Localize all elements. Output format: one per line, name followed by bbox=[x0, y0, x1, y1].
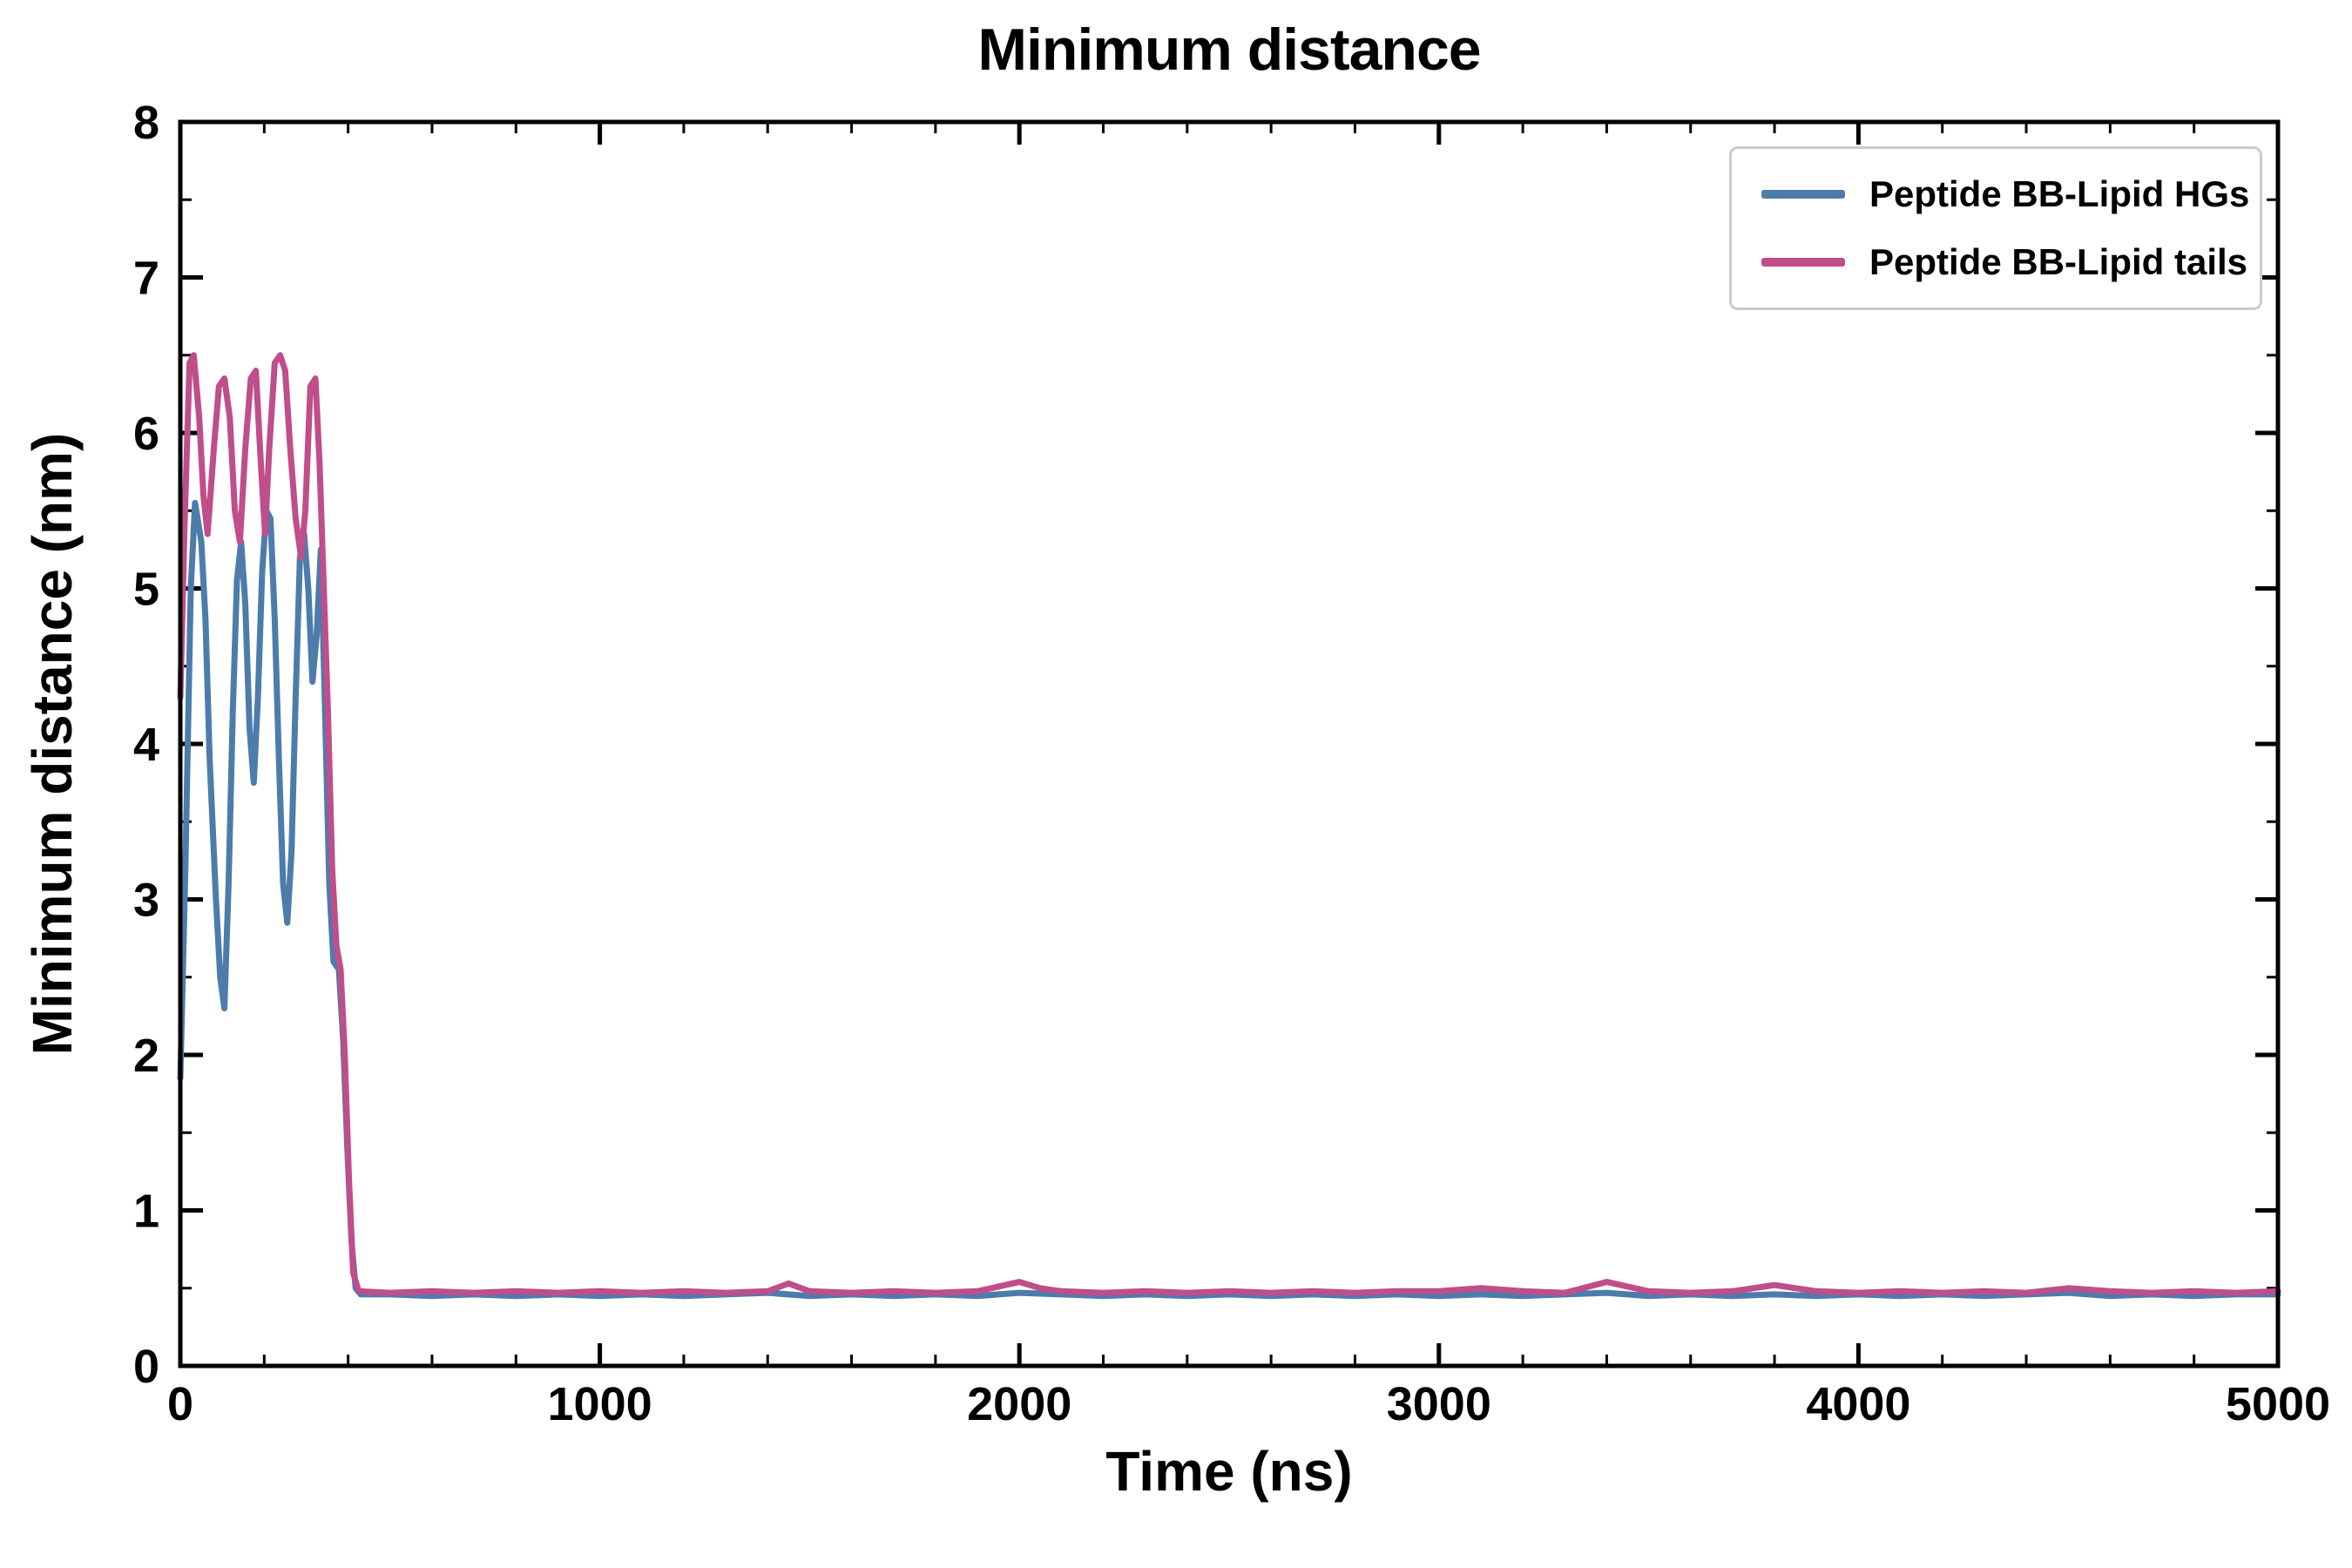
legend-swatch-tails-line bbox=[1761, 258, 1845, 267]
x-tick-label: 1000 bbox=[548, 1378, 652, 1430]
x-tick-label: 3000 bbox=[1387, 1378, 1491, 1430]
legend: Peptide BB-Lipid HGs Peptide BB-Lipid ta… bbox=[1729, 146, 2262, 310]
axes-frame bbox=[178, 119, 2281, 1369]
legend-label-tails: Peptide BB-Lipid tails bbox=[1869, 241, 2248, 282]
y-tick-label: 3 bbox=[133, 875, 159, 927]
x-tick-label: 2000 bbox=[967, 1378, 1071, 1430]
x-tick-label: 0 bbox=[167, 1378, 193, 1430]
y-tick-label: 4 bbox=[133, 719, 159, 771]
legend-item-hgs: Peptide BB-Lipid HGs bbox=[1761, 173, 2249, 215]
x-tick-label: 4000 bbox=[1806, 1378, 1910, 1430]
y-tick-label: 1 bbox=[133, 1186, 159, 1238]
y-tick-label: 8 bbox=[133, 97, 159, 149]
x-axis-label: Time (ns) bbox=[1105, 1440, 1353, 1503]
legend-swatch-hgs-line bbox=[1761, 190, 1845, 199]
chart-title: Minimum distance bbox=[977, 17, 1481, 83]
x-tick-label: 5000 bbox=[2226, 1378, 2330, 1430]
series-line-tails bbox=[177, 352, 2281, 1296]
series-line-hgs bbox=[177, 499, 2281, 1300]
y-tick-label: 7 bbox=[133, 253, 159, 305]
y-tick-label: 0 bbox=[133, 1341, 159, 1393]
y-axis-label: Minimum distance (nm) bbox=[21, 432, 84, 1056]
y-tick-label: 2 bbox=[133, 1030, 159, 1082]
legend-item-tails: Peptide BB-Lipid tails bbox=[1761, 241, 2247, 283]
legend-label-hgs: Peptide BB-Lipid HGs bbox=[1869, 173, 2250, 214]
y-tick-label: 5 bbox=[133, 564, 159, 616]
y-tick-label: 6 bbox=[133, 408, 159, 460]
